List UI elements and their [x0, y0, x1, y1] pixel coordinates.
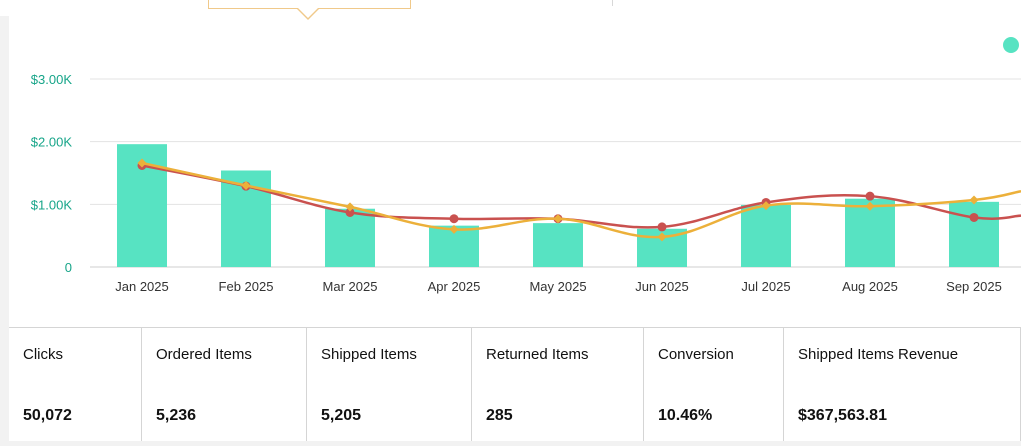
x-tick-label: Sep 2025	[946, 279, 1002, 294]
line-point[interactable]	[657, 222, 667, 232]
y-tick-label: $2.00K	[31, 135, 73, 150]
x-tick-label: May 2025	[529, 279, 586, 294]
metric-label: Clicks	[23, 346, 63, 363]
metric-value: 5,205	[321, 407, 362, 424]
line-point[interactable]	[449, 214, 459, 224]
metric-value: 50,072	[23, 407, 72, 424]
line-point[interactable]	[345, 207, 355, 217]
x-tick-label: Jul 2025	[741, 279, 790, 294]
y-tick-label: $1.00K	[31, 197, 73, 212]
legend-dot[interactable]	[1003, 37, 1019, 53]
x-tick-label: Jun 2025	[635, 279, 689, 294]
sales-chart: 0 $1.00K $2.00K $3.00K Jan 2025 Feb 2025 Mar …	[31, 37, 1021, 294]
y-tick-label: 0	[65, 260, 72, 275]
bar[interactable]	[949, 201, 999, 267]
metric-label: Conversion	[658, 346, 734, 363]
bar[interactable]	[325, 208, 375, 267]
metric-returned-items[interactable]: Returned Items 285	[472, 328, 644, 441]
line-point[interactable]	[449, 224, 459, 234]
metric-label: Ordered Items	[156, 346, 252, 363]
metric-value: 285	[486, 407, 513, 424]
y-axis-ticks: 0 $1.00K $2.00K $3.00K	[31, 72, 73, 275]
top-divider	[612, 0, 613, 6]
line-point[interactable]	[969, 195, 979, 205]
line-point[interactable]	[345, 202, 355, 212]
metric-conversion[interactable]: Conversion 10.46%	[644, 328, 784, 441]
metrics-row: Clicks 50,072 Ordered Items 5,236 Shippe…	[9, 327, 1021, 441]
line-point[interactable]	[761, 201, 771, 211]
line-point[interactable]	[969, 212, 979, 222]
line-series	[137, 158, 1021, 242]
line-point[interactable]	[657, 232, 667, 242]
yellow-line	[141, 161, 1021, 239]
line-point[interactable]	[137, 158, 147, 168]
bar[interactable]	[533, 223, 583, 267]
x-tick-label: Aug 2025	[842, 279, 898, 294]
metric-value: $367,563.81	[798, 407, 887, 424]
x-axis-ticks: Jan 2025 Feb 2025 Mar 2025 Apr 2025 May 2025…	[115, 279, 1002, 294]
line-point[interactable]	[553, 214, 563, 224]
metric-shipped-items-revenue[interactable]: Shipped Items Revenue $367,563.81	[784, 328, 1021, 441]
metric-label: Shipped Items	[321, 346, 417, 363]
line-point[interactable]	[241, 181, 251, 191]
x-tick-label: Apr 2025	[428, 279, 481, 294]
metric-value: 5,236	[156, 407, 197, 424]
x-tick-label: Mar 2025	[323, 279, 378, 294]
metric-ordered-items[interactable]: Ordered Items 5,236	[142, 328, 307, 441]
metric-value: 10.46%	[658, 407, 713, 424]
x-tick-label: Feb 2025	[219, 279, 274, 294]
bar[interactable]	[741, 204, 791, 267]
x-tick-label: Jan 2025	[115, 279, 169, 294]
line-point[interactable]	[865, 191, 875, 201]
metric-clicks[interactable]: Clicks 50,072	[9, 328, 142, 441]
metric-label: Returned Items	[486, 346, 589, 363]
y-tick-label: $3.00K	[31, 72, 73, 87]
metric-shipped-items[interactable]: Shipped Items 5,205	[307, 328, 472, 441]
metric-label: Shipped Items Revenue	[798, 346, 959, 363]
red-line	[141, 164, 1021, 229]
line-point[interactable]	[865, 201, 875, 211]
